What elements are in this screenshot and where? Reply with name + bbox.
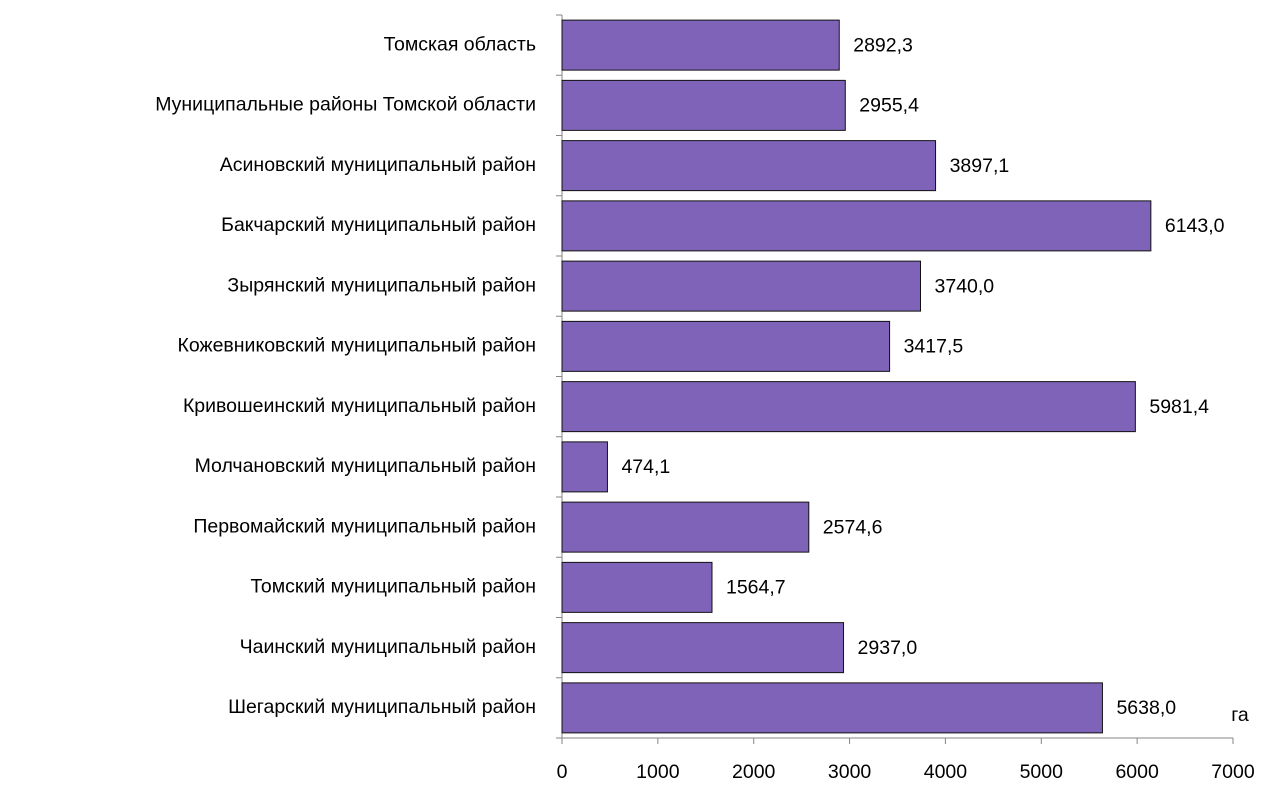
y-tick-label: Зырянский муниципальный район (227, 274, 536, 296)
data-label: 2937,0 (858, 637, 918, 659)
y-tick-label: Кожевниковский муниципальный район (178, 335, 536, 357)
y-tick-label: Томский муниципальный район (251, 576, 536, 598)
y-tick-label: Муниципальные районы Томской области (155, 94, 536, 116)
y-tick-label: Чаинский муниципальный район (240, 636, 536, 658)
bar (561, 200, 1152, 252)
bar (561, 140, 937, 192)
data-label: 5981,4 (1149, 396, 1209, 418)
data-label: 3417,5 (904, 336, 964, 358)
x-tick-label: 0 (557, 761, 568, 783)
y-tick-label: Бакчарский муниципальный район (221, 214, 536, 236)
x-tick-label: 3000 (828, 761, 872, 783)
y-tick-label: Томская область (384, 33, 536, 55)
bar (561, 79, 846, 131)
data-label: 474,1 (621, 456, 670, 478)
data-label: 2955,4 (859, 95, 919, 117)
x-axis-label: га (1231, 704, 1249, 726)
bar (561, 501, 810, 553)
x-tick-label: 7000 (1211, 761, 1255, 783)
bar (561, 682, 1103, 734)
data-label: 2892,3 (853, 34, 913, 56)
y-tick-label: Кривошеинский муниципальный район (183, 395, 536, 417)
data-label: 3897,1 (950, 155, 1010, 177)
data-label: 5638,0 (1116, 697, 1176, 719)
y-tick-label: Шегарский муниципальный район (228, 696, 536, 718)
bar (561, 260, 922, 312)
x-tick-label: 5000 (1020, 761, 1064, 783)
x-tick-label: 2000 (732, 761, 776, 783)
y-tick-label: Асиновский муниципальный район (220, 154, 536, 176)
bar (561, 561, 713, 613)
bar (561, 441, 608, 493)
data-label: 2574,6 (823, 516, 883, 538)
bar (561, 381, 1136, 433)
data-label: 6143,0 (1165, 215, 1225, 237)
bar (561, 19, 840, 71)
x-tick-label: 6000 (1115, 761, 1159, 783)
bar (561, 320, 891, 372)
data-label: 3740,0 (935, 275, 995, 297)
bar (561, 622, 845, 674)
x-tick-label: 4000 (924, 761, 968, 783)
y-tick-label: Молчановский муниципальный район (195, 455, 536, 477)
x-tick-label: 1000 (636, 761, 680, 783)
y-tick-label: Первомайский муниципальный район (193, 515, 536, 537)
data-label: 1564,7 (726, 577, 786, 599)
